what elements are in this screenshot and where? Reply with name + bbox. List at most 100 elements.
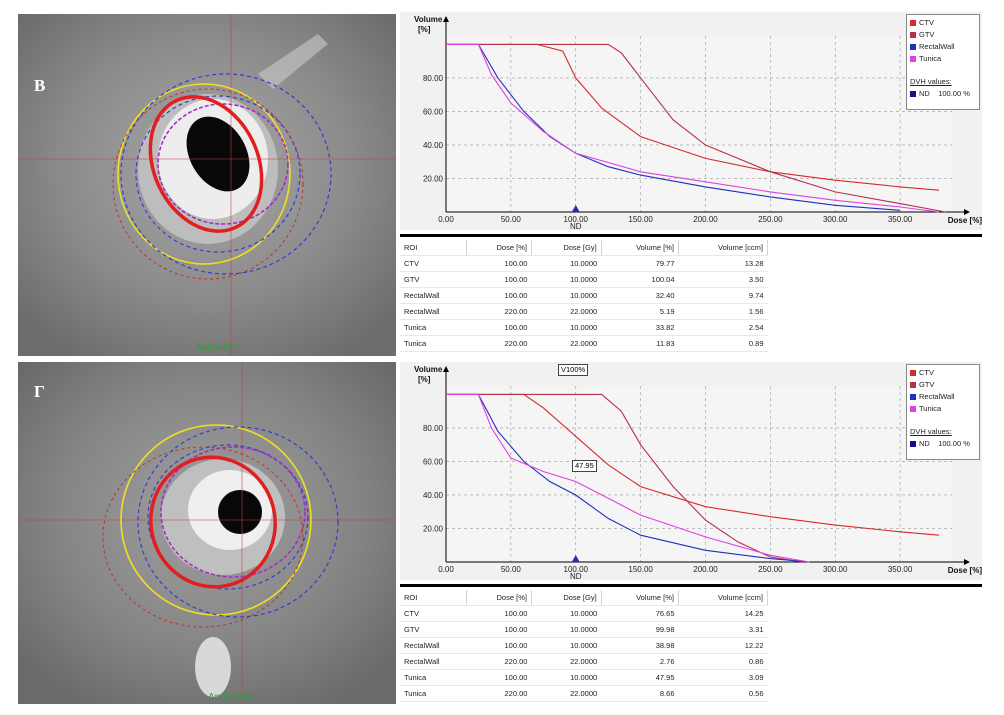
table-row[interactable]: RectalWall 100.00 10.0000 38.98 12.22 <box>400 637 768 654</box>
cell-volume-pct: 33.82 <box>601 319 679 336</box>
legend-swatch <box>910 441 916 448</box>
ct-image-panel-v: В Applicator <box>18 14 396 356</box>
applicator-label: Applicator <box>195 342 240 353</box>
y-tick-label: 80.00 <box>423 74 444 83</box>
series-line-gtv <box>446 43 946 213</box>
cell-volume-pct: 38.98 <box>601 637 679 654</box>
y-tick-label: 20.00 <box>423 524 444 533</box>
header-volume-ccm[interactable]: Volume [ccm] <box>678 240 768 256</box>
table-row[interactable]: Tunica 220.00 22.0000 8.66 0.56 <box>400 685 768 702</box>
legend-swatch <box>910 394 916 401</box>
dose-table-g: ROI Dose [%] Dose [Gy] Volume [%] Volume… <box>400 590 982 702</box>
x-tick-label: 100.00 <box>564 565 589 574</box>
y-tick-label: 60.00 <box>423 107 444 116</box>
legend-swatch <box>910 44 916 51</box>
y-tick-label: 40.00 <box>423 141 444 150</box>
dvh-plot: 20.00 40.00 60.00 80.00 0.00 50.00 100.00 150.0… <box>414 365 982 580</box>
legend-item-rectalwall: RectalWall <box>910 42 955 52</box>
cell-dose-gy: 10.0000 <box>531 271 602 288</box>
header-volume-ccm[interactable]: Volume [ccm] <box>678 590 768 606</box>
cell-volume-pct: 8.66 <box>601 685 679 702</box>
legend-label: CTV <box>919 18 934 27</box>
legend-label: RectalWall <box>919 392 955 401</box>
x-tick-label: 300.00 <box>823 565 848 574</box>
x-axis-title: Dose [%] <box>948 216 982 225</box>
table-row[interactable]: RectalWall 220.00 22.0000 5.19 1.56 <box>400 303 768 320</box>
series-line-rectalwall <box>446 393 810 563</box>
table-row[interactable]: Tunica 100.00 10.0000 33.82 2.54 <box>400 319 768 336</box>
table-row[interactable]: CTV 100.00 10.0000 79.77 13.28 <box>400 255 768 272</box>
chart-legend: CTV GTV RectalWall Tunica DVH values: ND… <box>906 14 980 110</box>
cell-dose-pct: 100.00 <box>466 287 532 304</box>
cell-roi: CTV <box>400 605 467 622</box>
x-tick-label: 0.00 <box>438 565 454 574</box>
cell-volume-pct: 5.19 <box>601 303 679 320</box>
legend-label: Tunica <box>919 54 942 63</box>
cell-volume-ccm: 14.25 <box>678 605 768 622</box>
cell-volume-pct: 100.04 <box>601 271 679 288</box>
header-roi[interactable]: ROI <box>400 590 467 606</box>
series-line-tunica <box>446 43 940 213</box>
v100-annotation: V100% <box>558 364 589 376</box>
cell-dose-gy: 10.0000 <box>531 621 602 638</box>
dvh-values-row: ND 100.00 % <box>910 89 970 98</box>
table-row[interactable]: CTV 100.00 10.0000 76.65 14.25 <box>400 605 768 622</box>
cell-volume-ccm: 0.56 <box>678 685 768 702</box>
cell-roi: Tunica <box>400 319 467 336</box>
legend-item-gtv: GTV <box>910 30 934 40</box>
ct-scan-illustration <box>18 362 396 704</box>
header-roi[interactable]: ROI <box>400 240 467 256</box>
header-volume-pct[interactable]: Volume [%] <box>601 240 680 256</box>
series-line-tunica <box>446 393 810 563</box>
cell-roi: RectalWall <box>400 653 467 670</box>
cell-volume-ccm: 3.31 <box>678 621 768 638</box>
legend-swatch <box>910 91 916 98</box>
legend-item-gtv: GTV <box>910 380 934 390</box>
cell-volume-ccm: 0.89 <box>678 335 768 352</box>
x-tick-label: 350.00 <box>888 565 913 574</box>
table-row[interactable]: GTV 100.00 10.0000 99.98 3.31 <box>400 621 768 638</box>
x-axis-title: Dose [%] <box>948 566 982 575</box>
table-row[interactable]: RectalWall 220.00 22.0000 2.76 0.86 <box>400 653 768 670</box>
cell-dose-gy: 22.0000 <box>531 685 602 702</box>
legend-swatch <box>910 32 916 39</box>
table-row[interactable]: RectalWall 100.00 10.0000 32.40 9.74 <box>400 287 768 304</box>
dose-table-v: ROI Dose [%] Dose [Gy] Volume [%] Volume… <box>400 240 982 352</box>
y-axis-arrow <box>443 366 449 372</box>
cell-dose-pct: 100.00 <box>466 669 532 686</box>
cell-volume-pct: 11.83 <box>601 335 679 352</box>
applicator-label: Applicator <box>208 692 253 703</box>
chart-legend: CTV GTV RectalWall Tunica DVH values: ND… <box>906 364 980 460</box>
dvh-values-name: ND <box>919 89 930 98</box>
legend-swatch <box>910 56 916 63</box>
cell-volume-pct: 99.98 <box>601 621 679 638</box>
cell-dose-pct: 220.00 <box>466 685 532 702</box>
table-row[interactable]: GTV 100.00 10.0000 100.04 3.50 <box>400 271 768 288</box>
value-annotation: 47.95 <box>572 460 597 472</box>
ct-scan-illustration <box>18 14 396 356</box>
dvh-plot: 20.00 40.00 60.00 80.00 0.00 50.00 100.00 150.0… <box>414 15 982 230</box>
header-dose-pct[interactable]: Dose [%] <box>466 590 532 606</box>
cell-dose-pct: 220.00 <box>466 335 532 352</box>
table-row[interactable]: Tunica 100.00 10.0000 47.95 3.09 <box>400 669 768 686</box>
y-tick-label: 40.00 <box>423 491 444 500</box>
dvh-values-title: DVH values: <box>910 77 952 86</box>
y-tick-label: 20.00 <box>423 174 444 183</box>
cell-volume-ccm: 0.86 <box>678 653 768 670</box>
header-dose-pct[interactable]: Dose [%] <box>466 240 532 256</box>
series-line-ctv <box>446 43 940 191</box>
cell-dose-pct: 100.00 <box>466 255 532 272</box>
legend-item-ctv: CTV <box>910 18 934 28</box>
header-dose-gy[interactable]: Dose [Gy] <box>531 240 602 256</box>
cell-dose-gy: 10.0000 <box>531 287 602 304</box>
cell-roi: CTV <box>400 255 467 272</box>
cell-roi: Tunica <box>400 669 467 686</box>
nd-marker <box>571 205 580 212</box>
panel-letter: Г <box>34 382 45 401</box>
table-row[interactable]: Tunica 220.00 22.0000 11.83 0.89 <box>400 335 768 352</box>
header-dose-gy[interactable]: Dose [Gy] <box>531 590 602 606</box>
x-axis-arrow <box>964 559 970 565</box>
y-axis-title: Volume <box>414 15 443 24</box>
header-volume-pct[interactable]: Volume [%] <box>601 590 680 606</box>
cell-roi: GTV <box>400 271 467 288</box>
